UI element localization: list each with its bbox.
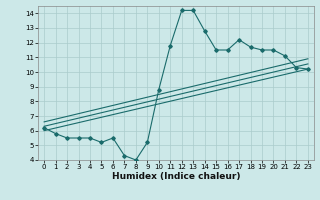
X-axis label: Humidex (Indice chaleur): Humidex (Indice chaleur) [112,172,240,181]
